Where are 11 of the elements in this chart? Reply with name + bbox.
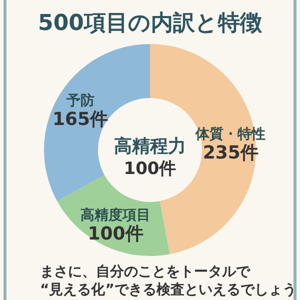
data-label: 235件 xyxy=(202,142,258,164)
text: 高精程力 xyxy=(114,136,186,157)
text: “見える化”できる検査といえるでしょう xyxy=(40,282,296,298)
slice-label: 高精度項目 xyxy=(80,206,151,224)
data-label: 165件 xyxy=(52,108,108,130)
slice-label: 予防 xyxy=(65,92,94,109)
text: 100件 xyxy=(124,159,176,179)
chart-title: 500項目の内訳と特徴 xyxy=(38,11,263,36)
data-label: 100件 xyxy=(88,223,144,244)
text: まさに、自分のことをトータルで xyxy=(40,264,251,280)
slice-label: 体質・特性 xyxy=(194,125,266,142)
